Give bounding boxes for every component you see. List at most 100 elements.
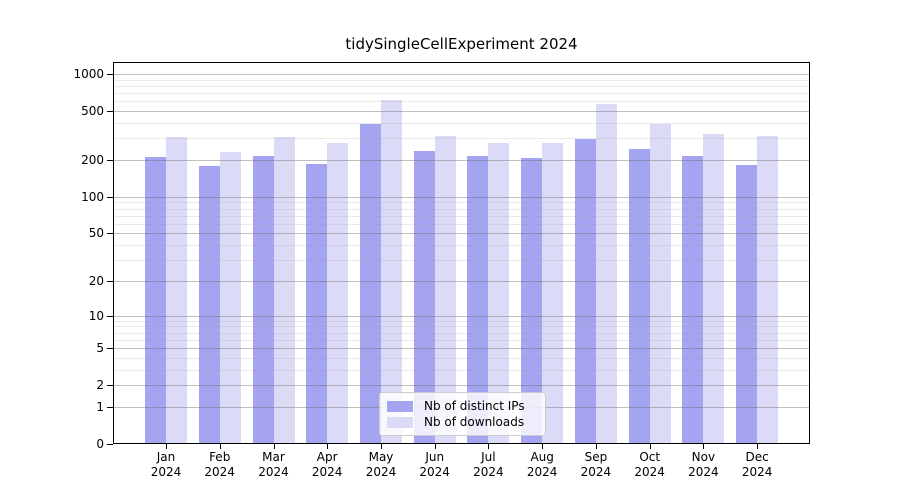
bar-downloads-dec-2024	[757, 135, 779, 444]
gridline-minor	[113, 93, 810, 94]
bar-downloads-jun-2024	[434, 136, 456, 444]
x-axis-tick	[703, 444, 705, 449]
x-axis-tick-label-line: Dec	[745, 450, 769, 464]
x-axis-tick-label-line: Aug	[530, 450, 554, 464]
gridline-minor	[113, 332, 810, 334]
x-axis-tick-label: Jul 2024	[456, 450, 520, 480]
plot-area	[113, 62, 810, 444]
y-axis-tick-label: 1000	[73, 66, 104, 81]
x-axis-tick-label-line: 2024	[634, 465, 665, 479]
gridline-minor	[113, 138, 810, 140]
x-axis-tick-label-line: 2024	[473, 465, 504, 479]
x-axis-tick	[166, 444, 167, 449]
bar-downloads-jul-2024	[488, 142, 510, 444]
x-axis-tick	[757, 444, 759, 449]
x-axis-tick	[273, 444, 275, 449]
x-axis-tick-label: Jun 2024	[403, 450, 467, 480]
bar-downloads-oct-2024	[649, 123, 671, 444]
gridline-minor	[113, 79, 810, 81]
x-axis-tick-label-line: 2024	[311, 465, 343, 479]
gridline-minor	[113, 357, 810, 359]
gridline-minor	[113, 339, 810, 341]
gridline-minor	[113, 326, 810, 328]
gridline-major	[113, 315, 810, 317]
x-axis-tick-label-line: Oct	[639, 450, 661, 464]
x-axis-tick-label-line: May	[368, 450, 394, 464]
y-axis-tick-label: 50	[88, 226, 104, 241]
y-axis-tick-label: 10	[88, 308, 104, 323]
x-axis-tick-label-line: 2024	[580, 465, 612, 479]
gridline-minor	[113, 260, 810, 262]
gridline-minor	[113, 85, 810, 87]
gridline-major	[113, 280, 810, 282]
bar-ips-apr-2024	[306, 164, 328, 444]
bar-ips-jul-2024	[467, 156, 489, 444]
bar-ips-jun-2024	[413, 150, 435, 444]
x-axis-tick-label: Aug 2024	[510, 450, 574, 480]
gridline-minor	[113, 245, 810, 247]
bar-ips-jan-2024	[145, 157, 166, 444]
x-axis-tick-label: Jan 2024	[134, 450, 198, 480]
bar-downloads-apr-2024	[327, 142, 349, 444]
gridline-minor	[113, 202, 810, 204]
y-axis-tick-label: 20	[88, 273, 104, 288]
x-axis-tick-label-line: Mar	[262, 450, 285, 464]
gridline-minor	[113, 369, 810, 371]
x-axis-tick-label: May 2024	[349, 450, 413, 480]
legend: Nb of distinct IPs Nb of downloads	[379, 392, 546, 436]
x-axis-tick-label: Oct 2024	[618, 450, 682, 480]
x-axis-tick-label: Sep 2024	[564, 450, 628, 480]
y-axis-tick-label: 500	[81, 104, 104, 118]
x-axis-tick-label-line: Feb	[209, 450, 231, 464]
y-axis-tick	[107, 385, 113, 387]
legend-item-distinct-ips: Nb of distinct IPs	[387, 399, 545, 413]
y-axis-tick	[107, 196, 113, 198]
y-axis-tick	[107, 348, 113, 349]
bar-ips-mar-2024	[252, 155, 274, 444]
legend-swatch-downloads-icon	[387, 416, 413, 428]
bar-ips-feb-2024	[198, 165, 220, 444]
bar-ips-nov-2024	[682, 156, 704, 444]
x-axis-tick-label-line: Apr	[316, 450, 338, 464]
x-axis-tick-label-line: 2024	[258, 465, 289, 479]
x-axis-tick-label: Mar 2024	[242, 450, 306, 480]
y-axis-tick	[107, 159, 113, 161]
x-axis-tick-label-line: 2024	[741, 465, 773, 479]
gridline-major	[113, 111, 810, 112]
bar-ips-sep-2024	[574, 138, 596, 444]
y-axis-tick	[107, 315, 113, 317]
y-axis-tick	[107, 280, 113, 282]
bar-downloads-nov-2024	[703, 134, 725, 444]
x-axis-tick	[649, 444, 651, 449]
x-axis-tick-label-line: Sep	[584, 450, 608, 464]
gridline-minor	[113, 215, 810, 217]
y-axis-tick	[107, 233, 113, 235]
y-axis-tick	[107, 406, 113, 408]
x-axis-tick-label-line: Nov	[691, 450, 716, 464]
y-axis-tick	[107, 111, 113, 112]
x-axis-tick	[381, 444, 382, 449]
chart-title: tidySingleCellExperiment 2024	[345, 35, 578, 53]
gridline-minor	[113, 122, 810, 124]
y-axis-tick-label: 5	[96, 341, 104, 355]
y-axis-tick-label: 2	[96, 378, 104, 393]
x-axis-tick	[542, 444, 544, 449]
x-axis-tick	[434, 444, 436, 449]
legend-label-distinct-ips: Nb of distinct IPs	[424, 399, 525, 413]
legend-item-downloads: Nb of downloads	[387, 415, 545, 429]
gridline-minor	[113, 208, 810, 210]
bar-downloads-jan-2024	[166, 136, 187, 444]
gridline-major	[113, 233, 810, 235]
bar-downloads-may-2024	[381, 100, 402, 444]
bar-ips-aug-2024	[521, 158, 543, 444]
legend-label-downloads: Nb of downloads	[424, 415, 525, 429]
y-axis-tick-label: 0	[96, 437, 104, 451]
gridline-major	[113, 385, 810, 387]
y-axis-tick	[107, 444, 113, 445]
x-axis-tick-label-line: Jul	[481, 450, 496, 464]
x-axis-tick-label-line: 2024	[526, 465, 558, 479]
bar-ips-may-2024	[360, 124, 381, 444]
x-axis-tick-label-line: Jan	[156, 450, 176, 464]
x-axis-tick-label-line: 2024	[688, 465, 719, 479]
